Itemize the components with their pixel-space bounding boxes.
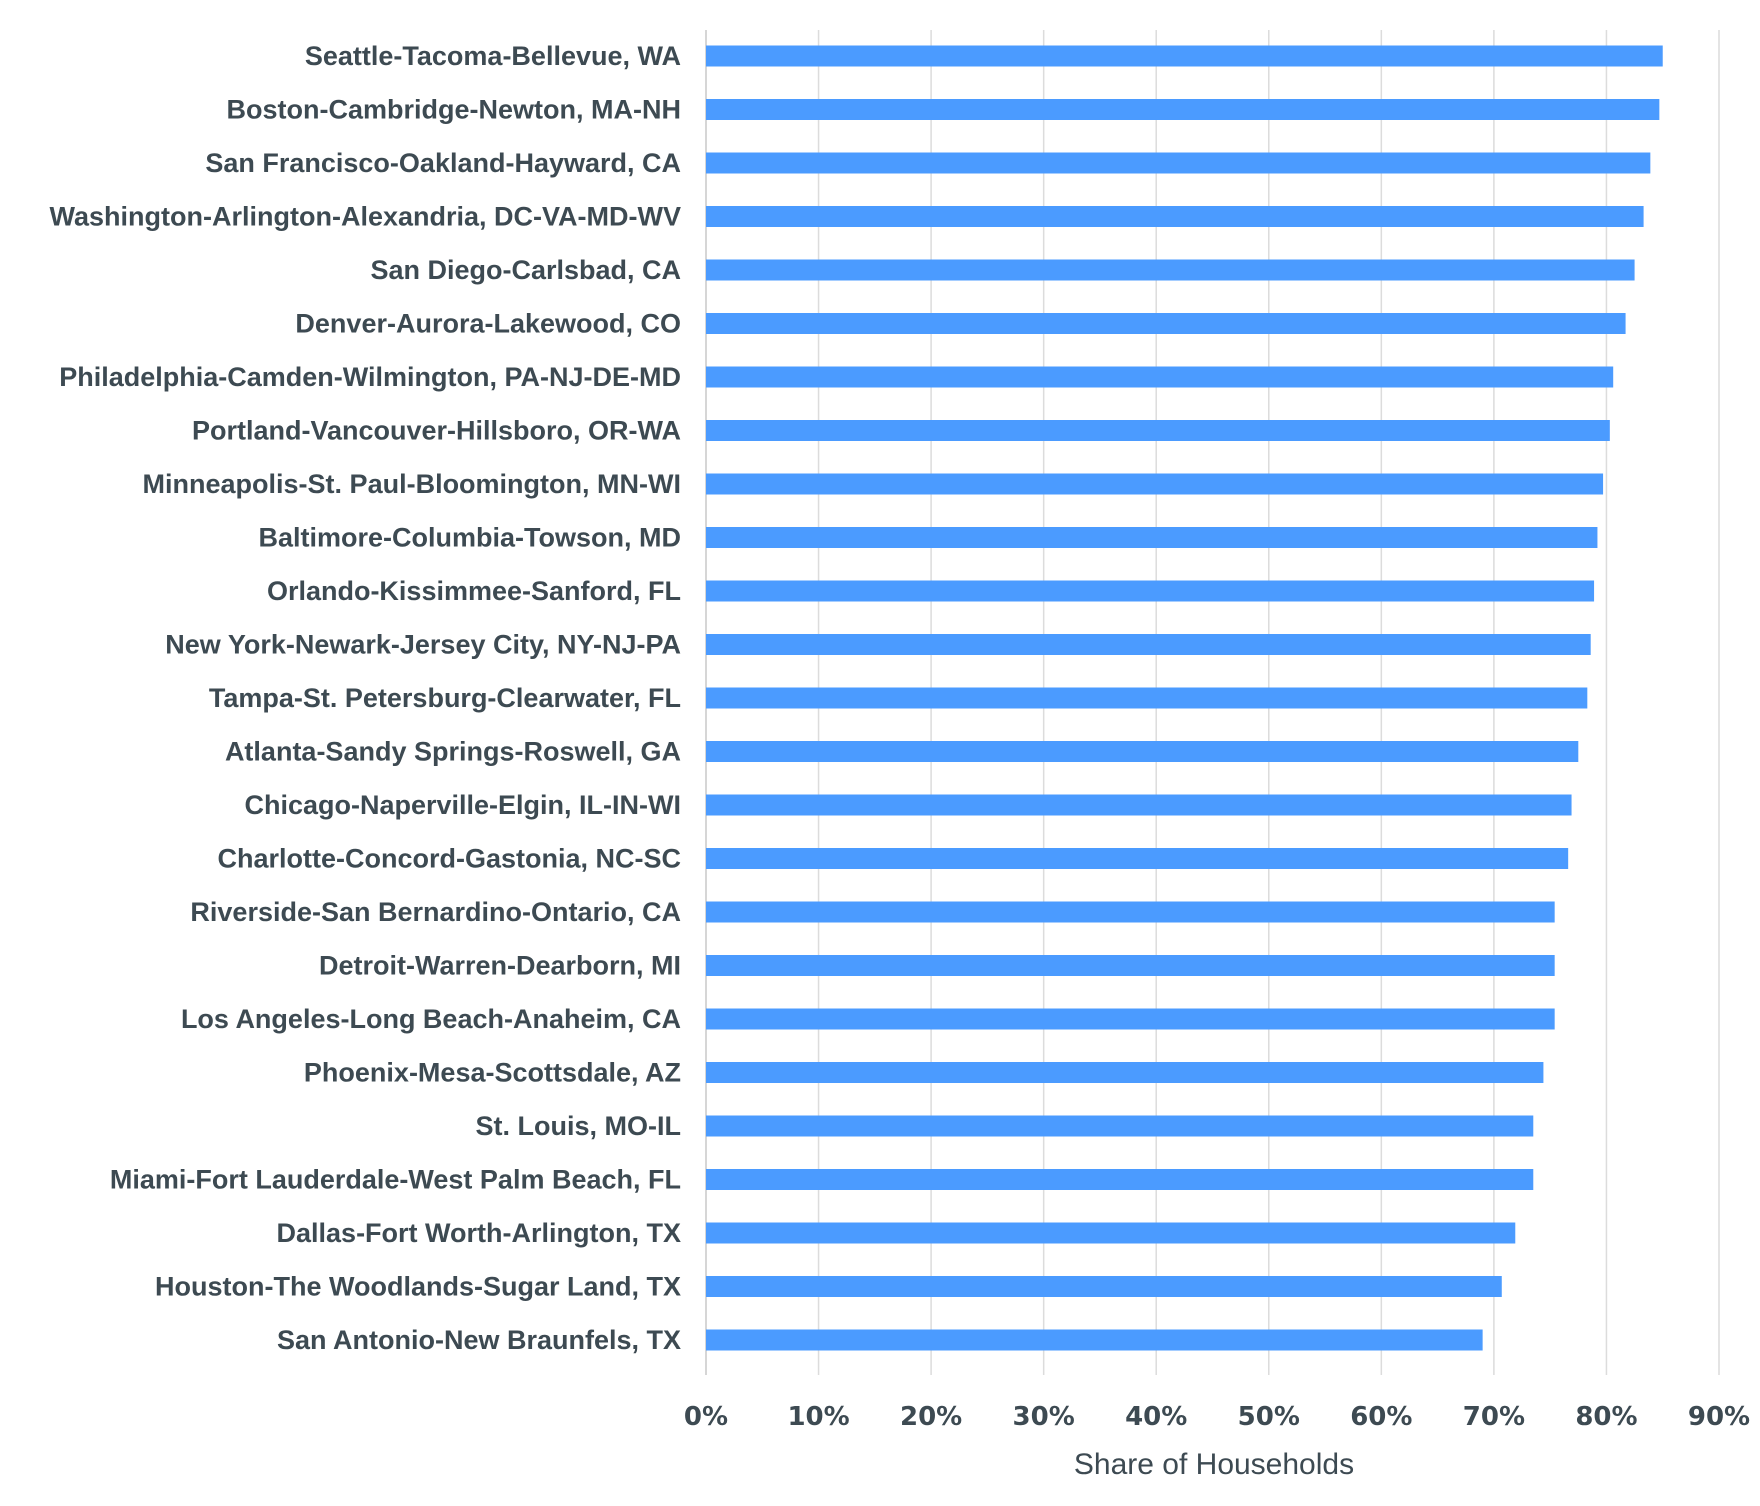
x-tick-label: 10% <box>787 1402 849 1432</box>
bar <box>706 1062 1544 1083</box>
bar <box>706 527 1598 548</box>
category-label: Charlotte-Concord-Gastonia, NC-SC <box>217 844 681 874</box>
bar <box>706 366 1614 388</box>
bars <box>706 45 1663 1351</box>
category-label: San Diego-Carlsbad, CA <box>370 255 681 285</box>
category-label: Chicago-Naperville-Elgin, IL-IN-WI <box>244 790 681 820</box>
bar <box>706 634 1591 655</box>
x-tick-label: 70% <box>1463 1402 1525 1432</box>
x-tick-label: 30% <box>1013 1402 1075 1432</box>
category-label: Minneapolis-St. Paul-Bloomington, MN-WI <box>143 469 681 499</box>
bar <box>706 152 1651 174</box>
category-label: Seattle-Tacoma-Bellevue, WA <box>305 41 681 71</box>
category-label: Boston-Cambridge-Newton, MA-NH <box>227 95 681 125</box>
category-label: Orlando-Kissimmee-Sanford, FL <box>267 576 681 606</box>
x-tick-label: 20% <box>900 1402 962 1432</box>
category-labels: Seattle-Tacoma-Bellevue, WA Boston-Cambri… <box>50 41 681 1355</box>
x-tick-label: 60% <box>1350 1402 1412 1432</box>
x-tick-label: 80% <box>1575 1402 1637 1432</box>
bar <box>706 580 1595 602</box>
x-tick-labels: 0% 10% 20% 30% 40% 50% 60% 70% 80% 90% <box>684 1402 1750 1432</box>
bar <box>706 848 1569 869</box>
bar <box>706 206 1644 227</box>
category-label: Miami-Fort Lauderdale-West Palm Beach, F… <box>110 1165 681 1195</box>
category-label: Dallas-Fort Worth-Arlington, TX <box>277 1218 681 1248</box>
category-label: San Antonio-New Braunfels, TX <box>277 1325 681 1355</box>
category-label: Tampa-St. Petersburg-Clearwater, FL <box>209 683 681 713</box>
bar <box>706 1169 1534 1190</box>
bar <box>706 955 1555 976</box>
x-tick-label: 90% <box>1688 1402 1750 1432</box>
category-label: Los Angeles-Long Beach-Anaheim, CA <box>181 1004 681 1034</box>
category-label: Detroit-Warren-Dearborn, MI <box>319 951 681 981</box>
category-label: Denver-Aurora-Lakewood, CO <box>295 309 681 339</box>
bar <box>706 99 1660 120</box>
bar <box>706 687 1588 709</box>
category-label: Riverside-San Bernardino-Ontario, CA <box>190 897 681 927</box>
category-label: Washington-Arlington-Alexandria, DC-VA-M… <box>50 202 681 232</box>
category-label: Atlanta-Sandy Springs-Roswell, GA <box>225 737 681 767</box>
bar <box>706 794 1572 816</box>
x-tick-label: 40% <box>1125 1402 1187 1432</box>
category-label: Portland-Vancouver-Hillsboro, OR-WA <box>192 416 681 446</box>
bar <box>706 901 1555 923</box>
bar <box>706 1115 1534 1137</box>
bar <box>706 1276 1502 1297</box>
x-tick-label: 50% <box>1238 1402 1300 1432</box>
bar <box>706 259 1635 281</box>
bar <box>706 473 1604 495</box>
category-label: Houston-The Woodlands-Sugar Land, TX <box>155 1272 681 1302</box>
bar <box>706 420 1610 441</box>
bar <box>706 45 1663 67</box>
bar <box>706 313 1626 334</box>
category-label: Philadelphia-Camden-Wilmington, PA-NJ-DE… <box>59 362 681 392</box>
category-label: New York-Newark-Jersey City, NY-NJ-PA <box>165 630 681 660</box>
category-label: Phoenix-Mesa-Scottsdale, AZ <box>304 1058 681 1088</box>
category-label: Baltimore-Columbia-Towson, MD <box>259 523 682 553</box>
category-label: St. Louis, MO-IL <box>476 1111 681 1141</box>
bar <box>706 741 1579 762</box>
bar <box>706 1329 1483 1351</box>
bar <box>706 1222 1516 1244</box>
category-label: San Francisco-Oakland-Hayward, CA <box>205 148 681 178</box>
x-tick-label: 0% <box>684 1402 728 1432</box>
bar <box>706 1008 1555 1030</box>
x-axis-title: Share of Households <box>1074 1448 1354 1481</box>
